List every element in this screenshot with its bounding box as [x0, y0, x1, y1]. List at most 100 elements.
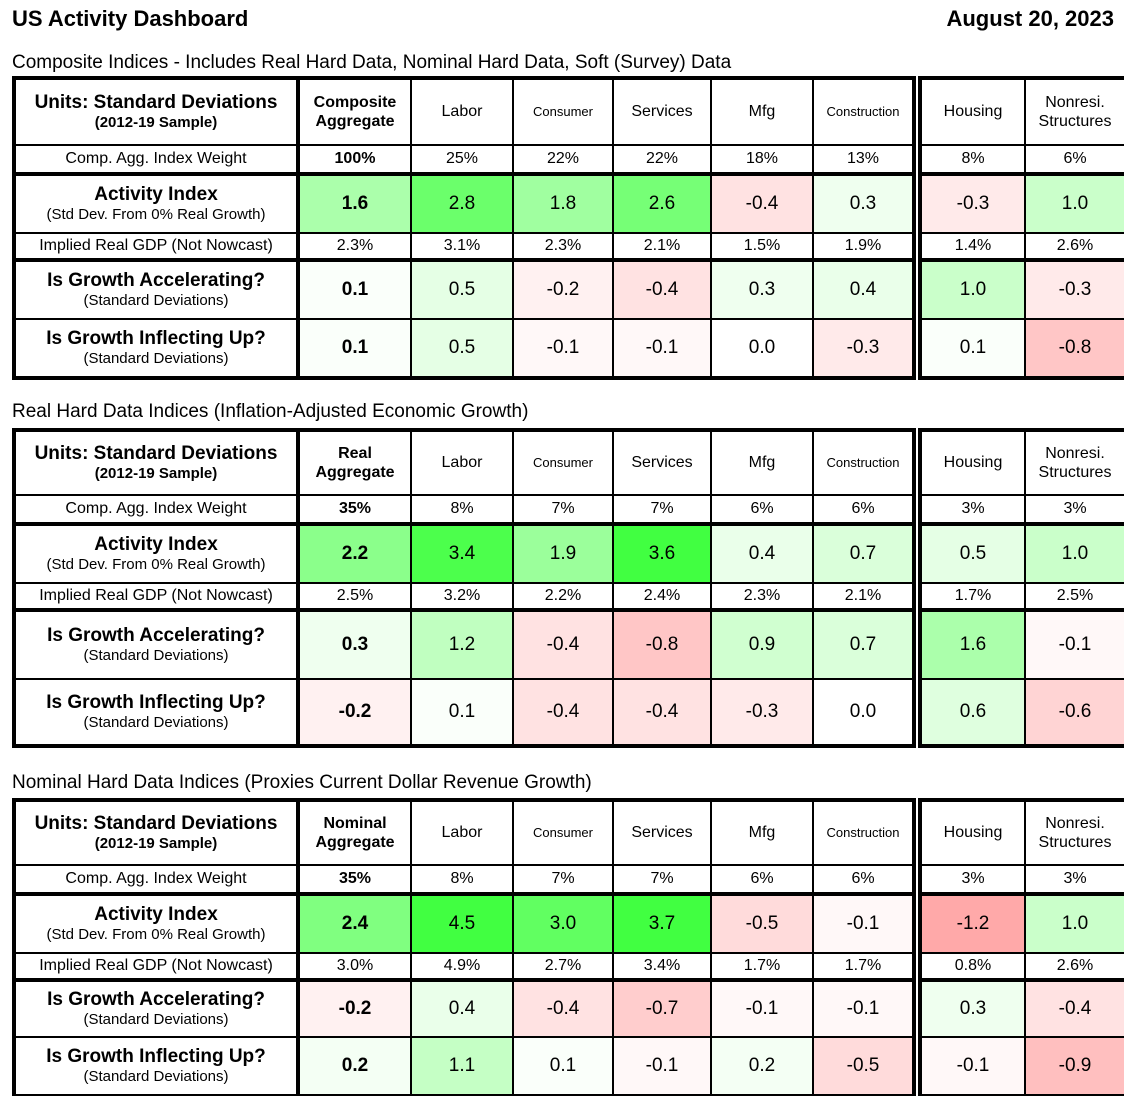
inflect-value: 0.2: [748, 1054, 776, 1076]
units-label: Units: Standard Deviations: [34, 812, 278, 834]
gdp-value: 3.1%: [443, 237, 481, 255]
gdp-value: 3.2%: [443, 587, 481, 605]
cell-activity: 1.0: [1026, 176, 1124, 234]
activity-value: 4.5: [448, 912, 476, 934]
gdp-label: Implied Real GDP (Not Nowcast): [39, 587, 273, 605]
cell-activity: 0.3: [814, 176, 912, 234]
cell-inflect: -0.1: [614, 320, 712, 376]
data-table: Housing Nonresi. Structures 3% 3% -1.2 1.0 0.8…: [918, 798, 1124, 1096]
row-label-activity: Activity Index (Std Dev. From 0% Real Gro…: [16, 896, 300, 954]
cell-weight: 18%: [712, 146, 814, 176]
cell-activity: 1.6: [300, 176, 412, 234]
activity-value: 2.8: [448, 192, 476, 214]
cell-activity: 1.9: [514, 526, 614, 584]
aggregate-header: Composite Aggregate: [313, 93, 397, 130]
row-label-inflect: Is Growth Inflecting Up? (Standard Deviat…: [16, 320, 300, 376]
accel-value: 1.6: [959, 633, 987, 655]
cell-gdp: 2.6%: [1026, 234, 1124, 262]
column-header: Mfg: [748, 454, 776, 472]
gdp-value: 2.6%: [1056, 957, 1094, 975]
row-label-inflect: Is Growth Inflecting Up? (Standard Deviat…: [16, 680, 300, 744]
weight-value: 7%: [650, 500, 674, 518]
dashboard-date: August 20, 2023: [946, 6, 1114, 31]
accel-value: -0.1: [846, 997, 880, 1019]
inflect-value: 0.0: [748, 336, 776, 358]
cell-weight: 3%: [1026, 496, 1124, 526]
activity-value: 0.5: [959, 542, 987, 564]
accel-value: 0.7: [849, 633, 877, 655]
inflect-value: -0.8: [1058, 336, 1092, 358]
cell-hdr: Services: [614, 80, 712, 146]
cell-activity: 2.6: [614, 176, 712, 234]
units-label: Units: Standard Deviations: [34, 91, 278, 113]
column-header: Labor: [441, 824, 483, 842]
accel-value: -0.3: [1058, 278, 1092, 300]
weight-value: 3%: [961, 870, 985, 888]
accel-value: -0.4: [645, 278, 679, 300]
cell-gdp: 1.7%: [712, 954, 814, 982]
accel-label: Is Growth Accelerating?: [47, 269, 265, 291]
units-sub-label: (2012-19 Sample): [94, 835, 218, 853]
gdp-value: 2.1%: [844, 587, 882, 605]
cell-inflect: 0.2: [300, 1038, 412, 1094]
inflect-value: 0.6: [959, 700, 987, 722]
cell-weight: 3%: [922, 496, 1026, 526]
cell-accel: 1.6: [922, 612, 1026, 680]
cell-gdp: 2.7%: [514, 954, 614, 982]
cell-weight: 100%: [300, 146, 412, 176]
cell-weight: 25%: [412, 146, 514, 176]
activity-value: 1.9: [549, 542, 577, 564]
inflect-value: -0.2: [338, 700, 372, 722]
inflect-value: -0.3: [745, 700, 779, 722]
cell-inflect: 0.1: [300, 320, 412, 376]
cell-activity: 3.6: [614, 526, 712, 584]
accel-value: 1.0: [959, 278, 987, 300]
column-header: Nonresi. Structures: [1038, 814, 1112, 851]
activity-sub-label: (Std Dev. From 0% Real Growth): [46, 556, 266, 574]
activity-value: 1.6: [341, 192, 369, 214]
column-header: Labor: [441, 103, 483, 121]
cell-accel: 0.4: [412, 982, 514, 1038]
weight-value: 6%: [851, 870, 875, 888]
cell-weight: 22%: [614, 146, 712, 176]
accel-value: 0.3: [748, 278, 776, 300]
cell-inflect: -0.2: [300, 680, 412, 744]
column-header: Nonresi. Structures: [1038, 444, 1112, 481]
cell-weight: 6%: [712, 866, 814, 896]
inflect-sub-label: (Standard Deviations): [83, 1068, 229, 1086]
data-table: Housing Nonresi. Structures 8% 6% -0.3 1.0 1.4…: [918, 76, 1124, 380]
cell-weight: 6%: [712, 496, 814, 526]
inflect-value: -0.1: [645, 336, 679, 358]
row-label-inflect: Is Growth Inflecting Up? (Standard Deviat…: [16, 1038, 300, 1094]
cell-accel: -0.2: [300, 982, 412, 1038]
cell-accel: -0.3: [1026, 262, 1124, 320]
cell-gdp: 4.9%: [412, 954, 514, 982]
accel-value: 0.9: [748, 633, 776, 655]
inflect-value: -0.1: [546, 336, 580, 358]
cell-inflect: 1.1: [412, 1038, 514, 1094]
cell-accel: -0.4: [614, 262, 712, 320]
cell-accel: -0.4: [514, 612, 614, 680]
cell-accel: -0.4: [1026, 982, 1124, 1038]
gdp-value: 1.9%: [844, 237, 882, 255]
cell-accel: 0.5: [412, 262, 514, 320]
cell-hdr: Housing: [922, 432, 1026, 496]
units-sub-label: (2012-19 Sample): [94, 114, 218, 132]
inflect-value: -0.1: [956, 1054, 990, 1076]
row-label-hdr: Units: Standard Deviations (2012-19 Sampl…: [16, 80, 300, 146]
weight-value: 6%: [1063, 150, 1087, 168]
row-label-gdp: Implied Real GDP (Not Nowcast): [16, 954, 300, 982]
activity-value: 1.0: [1061, 192, 1089, 214]
inflect-value: -0.1: [645, 1054, 679, 1076]
cell-accel: 0.3: [300, 612, 412, 680]
cell-activity: 4.5: [412, 896, 514, 954]
cell-activity: 0.7: [814, 526, 912, 584]
row-label-accel: Is Growth Accelerating? (Standard Deviati…: [16, 982, 300, 1038]
cell-activity: 3.0: [514, 896, 614, 954]
cell-weight: 6%: [814, 866, 912, 896]
weight-value: 3%: [961, 500, 985, 518]
accel-value: 0.1: [341, 278, 369, 300]
column-header: Housing: [943, 454, 1003, 472]
cell-hdr: Housing: [922, 80, 1026, 146]
